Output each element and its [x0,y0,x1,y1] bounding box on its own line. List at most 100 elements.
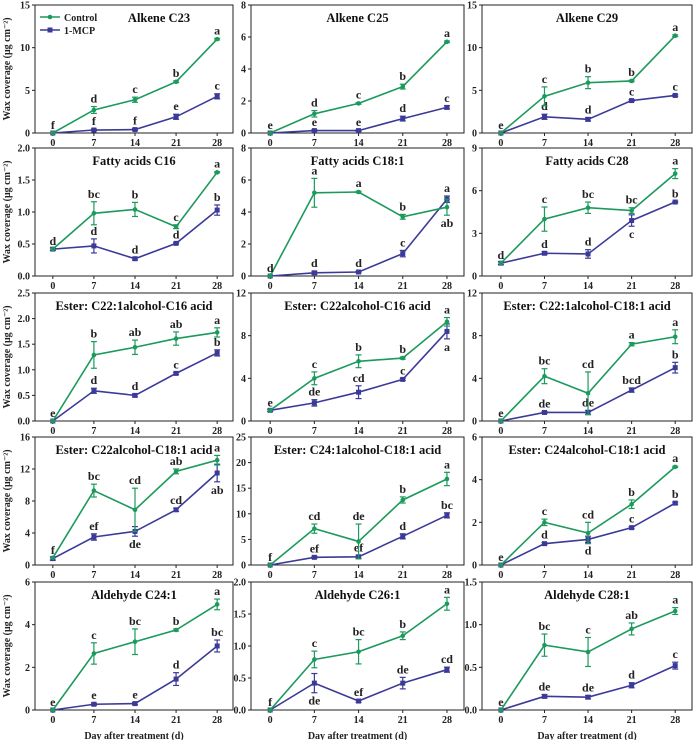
data-point-control [267,273,273,279]
data-point-control [312,376,317,381]
data-point-1-mcp [132,392,138,398]
significance-letter: de [582,680,595,694]
x-tick-label: 21 [398,138,408,149]
x-tick-label: 28 [442,715,452,726]
significance-letter: e [312,115,318,129]
significance-letter: b [355,340,362,354]
data-point-control [542,520,547,525]
y-tick-label: 0 [472,272,477,283]
significance-letter: de [353,509,366,523]
significance-letter: de [129,537,142,551]
significance-letter: c [542,504,548,518]
significance-letter: c [312,357,318,371]
significance-letter: b [628,485,635,499]
y-tick-label: 15 [467,1,477,12]
panel-title: Ester: C22alcohol-C18:1 acid [56,443,213,457]
data-point-1-mcp [400,680,406,686]
data-point-control [585,390,591,396]
significance-letter: a [672,451,678,465]
data-point-control [50,707,56,713]
data-point-control [132,97,138,103]
y-tick-label: 9 [472,144,477,155]
x-tick-label: 21 [627,570,637,581]
significance-letter: b [173,614,180,628]
significance-letter: ab [170,454,183,468]
significance-letter: a [672,315,678,329]
y-tick-label: 4 [241,208,246,219]
y-axis-label: Wax coverage (μg cm⁻²) [2,594,13,697]
significance-letter: c [673,80,679,94]
significance-letter: f [92,114,97,128]
data-point-control [173,469,179,474]
data-point-control [498,562,504,568]
data-point-control [585,80,591,85]
significance-letter: b [399,342,406,356]
significance-letter: c [400,235,406,249]
x-tick-label: 28 [670,426,680,437]
x-tick-label: 21 [398,426,408,437]
x-tick-label: 21 [398,281,408,292]
y-tick-label: 5 [25,86,30,97]
significance-letter: b [672,347,679,361]
data-point-control [132,344,138,350]
significance-letter: cd [582,507,594,521]
significance-letter: bcd [622,373,641,387]
panel-title: Fatty acids C16 [92,154,175,168]
significance-letter: ab [170,317,183,331]
y-tick-label: 2.0 [18,314,31,325]
x-tick-label: 21 [171,138,181,149]
y-tick-label: 0 [472,561,477,572]
significance-letter: d [585,235,592,249]
y-tick-label: 0.0 [18,417,31,428]
data-point-control [173,336,179,341]
significance-letter: d [399,101,406,115]
data-point-1-mcp [91,701,97,707]
x-tick-label: 28 [212,138,222,149]
significance-letter: e [173,99,179,113]
data-point-1-mcp [132,256,138,262]
x-tick-label: 7 [91,281,96,292]
data-point-control [173,224,179,230]
panel-9: 0 4 8 12 0 7 14 21 28 Ester: C22:1alcohol-C18:1 a… [467,289,693,437]
data-point-1-mcp [311,400,317,406]
y-tick-label: 0 [241,129,246,140]
data-point-control [132,507,138,513]
data-point-control [214,457,220,463]
data-point-control [312,526,317,531]
panel-10: 0 4 8 12 16 0 7 14 21 28 Ester: C22alcohol-C18:1 a… [2,433,234,581]
data-point-control [214,330,220,335]
y-tick-label: 0 [241,272,246,283]
data-point-1-mcp [214,470,220,476]
significance-letter: a [444,181,450,195]
significance-letter: bc [626,193,639,207]
y-tick-label: 0.5 [234,674,247,685]
y-tick-label: 2 [25,663,30,674]
significance-letter: d [628,668,635,682]
data-point-control [400,84,406,89]
data-point-1-mcp [356,128,362,134]
y-tick-label: 6 [472,433,477,444]
data-point-1-mcp [629,387,635,393]
significance-letter: e [50,695,56,709]
data-point-control [267,130,273,136]
significance-letter: e [498,695,504,709]
data-point-1-mcp [444,328,450,334]
y-tick-label: 1.0 [18,365,31,376]
data-point-control [91,107,97,113]
x-tick-label: 7 [312,426,317,437]
y-tick-label: 6 [25,578,30,589]
significance-letter: c [629,227,635,241]
significance-letter: d [585,103,592,117]
data-point-1-mcp [173,240,179,246]
data-point-control [91,352,97,358]
x-tick-label: 0 [498,281,503,292]
legend-marker-1-mcp [47,27,53,33]
panel-title: Aldehyde C26:1 [315,588,401,602]
data-point-control [50,555,56,561]
significance-letter: d [355,256,362,270]
x-tick-label: 28 [212,426,222,437]
y-tick-label: 4 [25,529,30,540]
x-tick-label: 21 [627,281,637,292]
